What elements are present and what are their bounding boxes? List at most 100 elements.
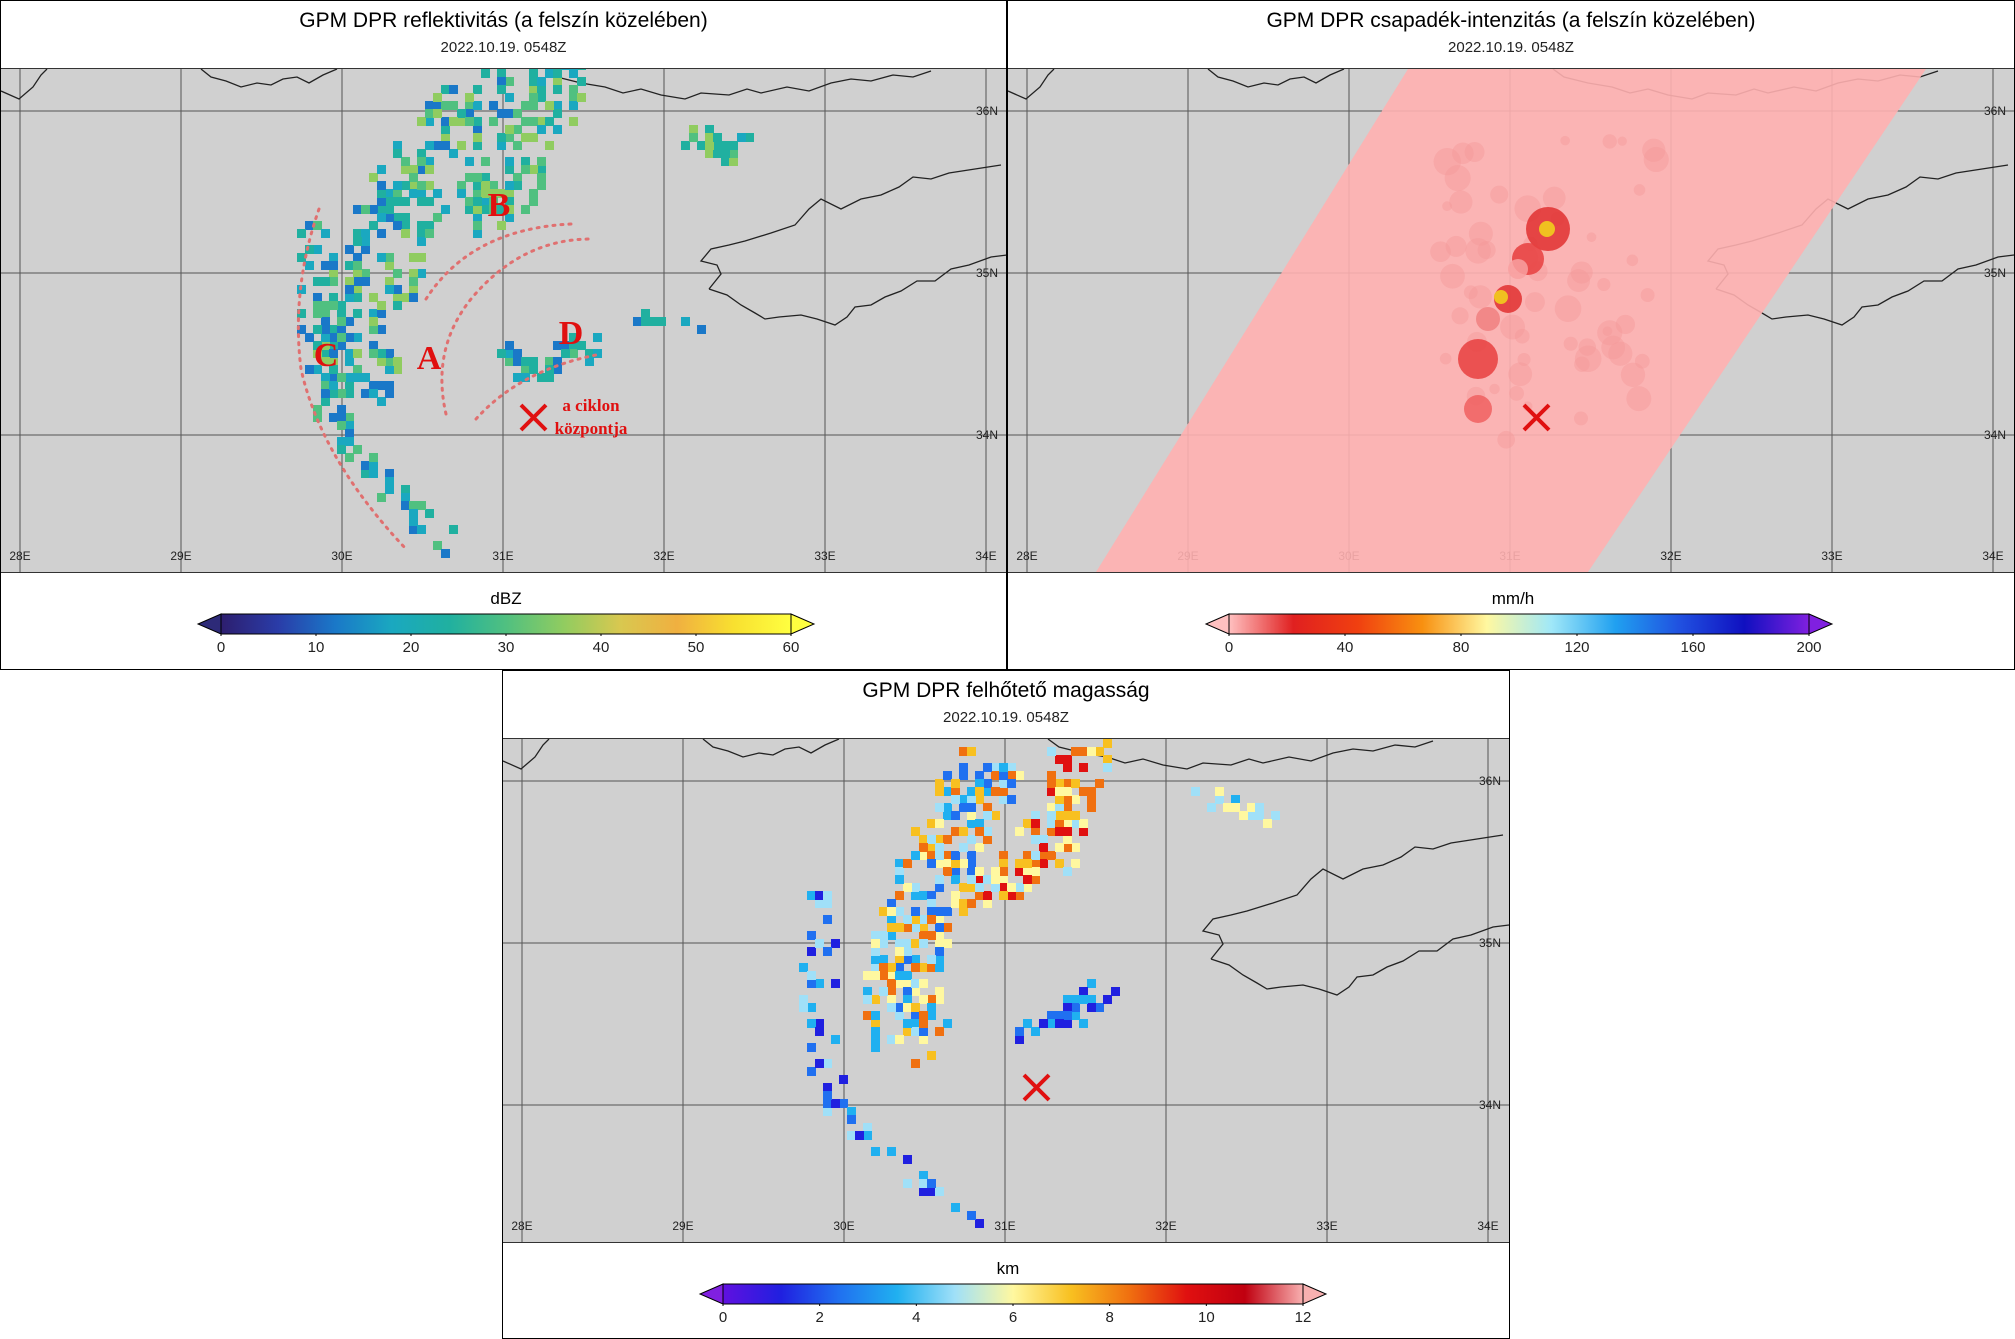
cloudtop-cell [943,1019,952,1028]
cloudtop-cell [895,875,904,884]
radar-cell [401,501,410,510]
radar-cell [713,141,722,150]
radar-cell [489,181,498,190]
cloudtop-cell [1015,867,1024,876]
cloudtop-cell [1055,779,1064,788]
radar-cell [425,109,434,118]
cloudtop-cell [1063,835,1072,844]
radar-cell [361,237,370,246]
cloudtop-cell [1191,787,1200,796]
radar-cell [385,357,394,366]
radar-cell [377,357,386,366]
radar-cell [729,157,738,166]
radar-cell [353,237,362,246]
cloudtop-cell [887,971,896,980]
radar-cell [473,173,482,182]
radar-cell [409,525,418,534]
cloudtop-cell [927,891,936,900]
radar-cell [297,229,306,238]
rain-blob [1509,385,1524,401]
cloudtop-cell [927,915,936,924]
radar-cell [329,357,338,366]
cloudtop-cell [1023,1019,1032,1028]
colorbar-tick-label: 60 [782,639,800,656]
cloudtop-cell [1055,811,1064,820]
radar-cell [521,205,530,214]
radar-cell [377,493,386,502]
radar-cell [497,221,506,230]
cloudtop-cell [799,995,808,1004]
cloudtop-cell [895,1003,904,1012]
cloudtop-cell [903,923,912,932]
cloudtop-cell [1079,747,1088,756]
cloudtop-cell [911,1027,920,1036]
cloudtop-cell [943,859,952,868]
radar-cell [393,181,402,190]
cloudtop-cell [1047,779,1056,788]
cloudtop-cell [807,1043,816,1052]
radar-cell [537,165,546,174]
cloudtop-cell [871,1011,880,1020]
cloudtop-cell [887,1035,896,1044]
radar-cell [721,149,730,158]
colorbar-tick-label: 0 [216,639,226,656]
radar-cell [409,173,418,182]
cloudtop-cell [807,979,816,988]
cloudtop-cell [799,1003,808,1012]
radar-cell [705,141,714,150]
colorbar-tick-label: 20 [402,639,420,656]
cloudtop-cell [831,979,840,988]
cloudtop-cell [887,907,896,916]
cloudtop-cell [911,923,920,932]
radar-cell [353,229,362,238]
cloudtop-cell [1055,819,1064,828]
radar-cell [441,133,450,142]
cloudtop-cell [999,795,1008,804]
radar-cell [697,325,706,334]
cloudtop-cell [975,1219,984,1228]
cloudtop-cell [895,867,904,876]
cloudtop-cell [847,1131,856,1140]
cloudtop-cell [823,899,832,908]
cloudtop-cell [911,907,920,916]
cloudtop-cell [807,947,816,956]
radar-cell [425,141,434,150]
radar-cell [337,445,346,454]
radar-cell [721,157,730,166]
radar-cell [513,181,522,190]
cloudtop-cell [863,1011,872,1020]
radar-cell [585,357,594,366]
radar-cell [705,149,714,158]
radar-cell [529,133,538,142]
lat-label: 36N [1984,104,2006,118]
cloudtop-cell [1103,755,1112,764]
rain-blob [1620,362,1646,387]
panel-timestamp: 2022.10.19. 0548Z [440,39,567,56]
radar-cell [473,85,482,94]
cloudtop-cell [1079,1019,1088,1028]
radar-cell [481,181,490,190]
radar-cell [385,381,394,390]
colorbar-tick-label: 10 [307,639,325,656]
cloudtop-cell [815,1059,824,1068]
radar-cell [409,285,418,294]
cloudtop-cell [991,811,1000,820]
cloudtop-cell [1079,819,1088,828]
cloudtop-cell [943,811,952,820]
cloudtop-cell [919,939,928,948]
radar-cell [313,301,322,310]
cloudtop-cell [863,987,872,996]
radar-cell [441,141,450,150]
rain-blob [1490,185,1509,204]
radar-cell [345,453,354,462]
radar-cell [489,197,498,206]
rain-blob [1514,328,1530,344]
panel-title: GPM DPR reflektivitás (a felszín közeléb… [299,9,708,32]
radar-cell [377,181,386,190]
radar-cell [465,173,474,182]
cloudtop-cell [855,1131,864,1140]
cyclon-center-marker [1022,1073,1051,1102]
cloudtop-cell [927,835,936,844]
cloudtop-cell [1055,827,1064,836]
radar-cell [713,149,722,158]
